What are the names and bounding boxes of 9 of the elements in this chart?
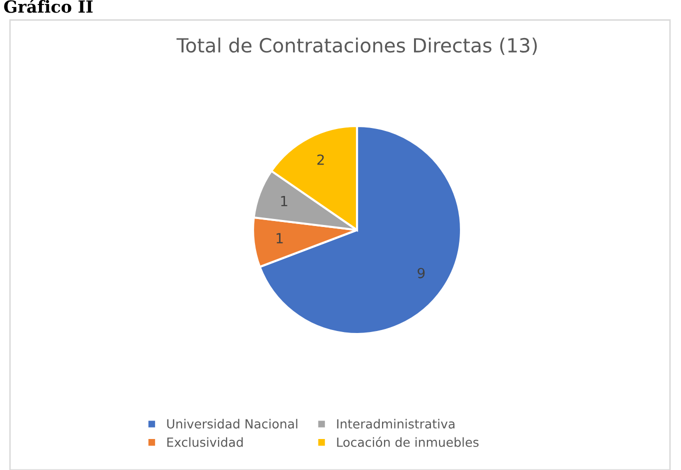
data-label: 1 <box>281 196 288 206</box>
legend-label: Locación de inmuebles <box>337 436 479 447</box>
legend-label: Exclusividad <box>167 437 243 447</box>
data-label: 2 <box>317 154 324 165</box>
data-label: 1 <box>276 233 283 244</box>
legend-label: Interadministrativa <box>337 418 454 429</box>
data-label: 9 <box>418 268 425 278</box>
chart-title: Total de Contrataciones Directas (13) <box>176 38 537 55</box>
legend-label: Universidad Nacional <box>167 418 298 429</box>
